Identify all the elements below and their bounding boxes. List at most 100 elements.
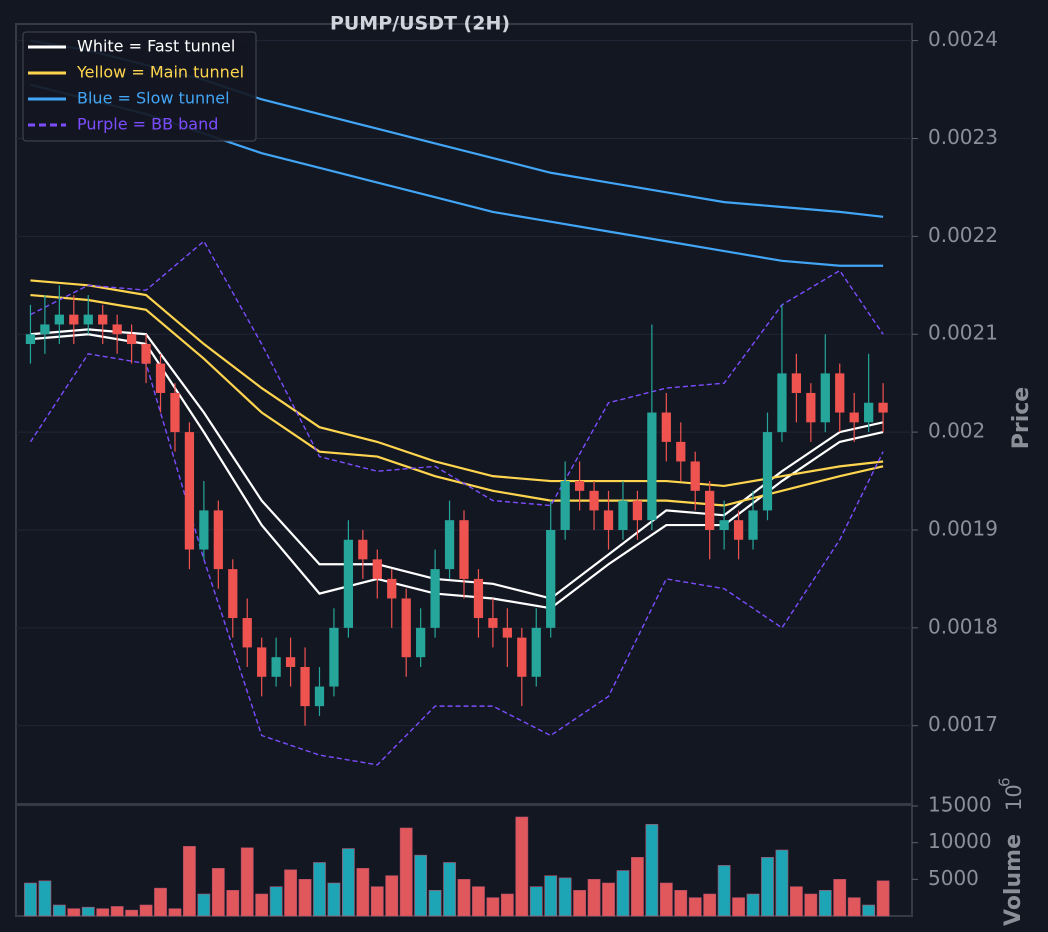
y-tick-label: 0.0017 bbox=[928, 712, 998, 736]
candle-body bbox=[358, 539, 368, 560]
band-line bbox=[29, 353, 884, 766]
candle-body bbox=[40, 324, 50, 335]
candle-body bbox=[574, 481, 585, 491]
candle-body bbox=[112, 324, 122, 335]
candle-body bbox=[531, 627, 541, 677]
offset-base: 10 bbox=[1002, 784, 1026, 811]
volume-bar bbox=[688, 897, 702, 917]
candle-body bbox=[69, 314, 79, 325]
candle-body bbox=[546, 529, 556, 628]
legend-label: Purple = BB band bbox=[77, 115, 218, 134]
volume-bar bbox=[139, 904, 153, 917]
y-tick-label: 0.0021 bbox=[928, 321, 998, 345]
candle-body bbox=[126, 334, 137, 345]
candle-body bbox=[748, 510, 758, 540]
volume-bar bbox=[515, 816, 529, 917]
y-axis-label: Price bbox=[1009, 387, 1034, 449]
volume-bar bbox=[862, 904, 876, 917]
volume-bar bbox=[775, 849, 789, 917]
candle-body bbox=[820, 373, 830, 423]
candle-body bbox=[387, 578, 397, 599]
volume-bar bbox=[154, 887, 167, 917]
volume-bar bbox=[443, 862, 456, 917]
axes: 0.0017 0.0018 0.0019 0.002 0.0021 0.0022 0.002… bbox=[912, 27, 998, 890]
candle-body bbox=[473, 578, 484, 619]
y-tick-label: 0.0019 bbox=[928, 516, 998, 540]
candle-body bbox=[647, 412, 657, 521]
candle-body bbox=[314, 686, 325, 707]
band-line bbox=[30, 240, 884, 507]
volume-bar bbox=[703, 893, 717, 917]
candle-body bbox=[589, 490, 599, 511]
volume-bar bbox=[240, 847, 254, 917]
volume-bar bbox=[833, 879, 847, 917]
volume-bar bbox=[327, 882, 341, 917]
volume-bar bbox=[399, 827, 413, 917]
volume-bar bbox=[558, 877, 572, 917]
volume-bar bbox=[587, 879, 601, 917]
volume-bar bbox=[342, 848, 355, 917]
volume-bar bbox=[457, 879, 471, 917]
volume-axis-label: Volume bbox=[1001, 834, 1026, 926]
candle-body bbox=[733, 520, 744, 540]
candle-body bbox=[155, 363, 166, 393]
volume-bar bbox=[183, 846, 196, 917]
candle-body bbox=[690, 461, 700, 491]
y-tick-label: 10000 bbox=[928, 829, 992, 853]
candle-body bbox=[98, 314, 108, 325]
volume-bar bbox=[472, 886, 485, 917]
candle-body bbox=[878, 402, 888, 413]
volume-bar bbox=[761, 857, 774, 917]
candle-body bbox=[777, 373, 787, 433]
candle-body bbox=[83, 314, 93, 325]
candle-body bbox=[705, 490, 715, 530]
candle-body bbox=[517, 637, 527, 677]
volume-bar bbox=[168, 908, 182, 917]
candle-body bbox=[430, 569, 440, 628]
legend: White = Fast tunnel Yellow = Main tunnel B… bbox=[22, 31, 257, 142]
legend-box bbox=[22, 31, 257, 142]
legend-label: White = Fast tunnel bbox=[77, 37, 235, 56]
volume-bar bbox=[732, 897, 745, 917]
volume-bar bbox=[573, 890, 586, 917]
candles bbox=[25, 285, 888, 726]
legend-label: Blue = Slow tunnel bbox=[77, 89, 230, 108]
candle-body bbox=[416, 627, 426, 658]
volume-bar bbox=[414, 854, 428, 917]
candle-body bbox=[459, 520, 469, 579]
volume-bar bbox=[616, 870, 630, 917]
volume-bar bbox=[847, 897, 861, 917]
offset-exponent: 6 bbox=[996, 777, 1014, 787]
candle-body bbox=[300, 666, 310, 707]
volume-bar bbox=[428, 890, 442, 917]
candle-body bbox=[835, 373, 845, 413]
candle-body bbox=[54, 314, 64, 325]
volume-bar bbox=[631, 857, 644, 917]
volume-bar bbox=[602, 882, 615, 917]
volume-bar bbox=[298, 879, 312, 917]
volume-bar bbox=[385, 875, 399, 917]
volume-bar bbox=[659, 882, 673, 917]
candle-body bbox=[676, 441, 686, 462]
offset-text: 10 6 bbox=[996, 777, 1027, 811]
volume-bar bbox=[544, 875, 558, 917]
volume-bar bbox=[255, 893, 269, 917]
y-tick-label: 0.0023 bbox=[928, 125, 998, 149]
volume-bars bbox=[24, 816, 890, 917]
volume-bar bbox=[284, 869, 297, 917]
volume-bar bbox=[674, 890, 688, 917]
volume-bar bbox=[529, 886, 543, 917]
y-tick-label: 0.0024 bbox=[928, 27, 998, 51]
volume-bar bbox=[197, 893, 211, 917]
volume-bar bbox=[81, 906, 95, 917]
candle-body bbox=[213, 510, 223, 570]
candle-body bbox=[141, 344, 151, 364]
volume-bar bbox=[717, 865, 731, 917]
chart-title: PUMP/USDT (2H) bbox=[330, 13, 510, 35]
candle-body bbox=[271, 657, 281, 677]
volume-bar bbox=[876, 880, 890, 917]
candle-body bbox=[603, 510, 614, 530]
volume-bar bbox=[96, 908, 110, 917]
y-tick-label: 0.002 bbox=[928, 419, 985, 443]
candle-body bbox=[502, 627, 512, 638]
